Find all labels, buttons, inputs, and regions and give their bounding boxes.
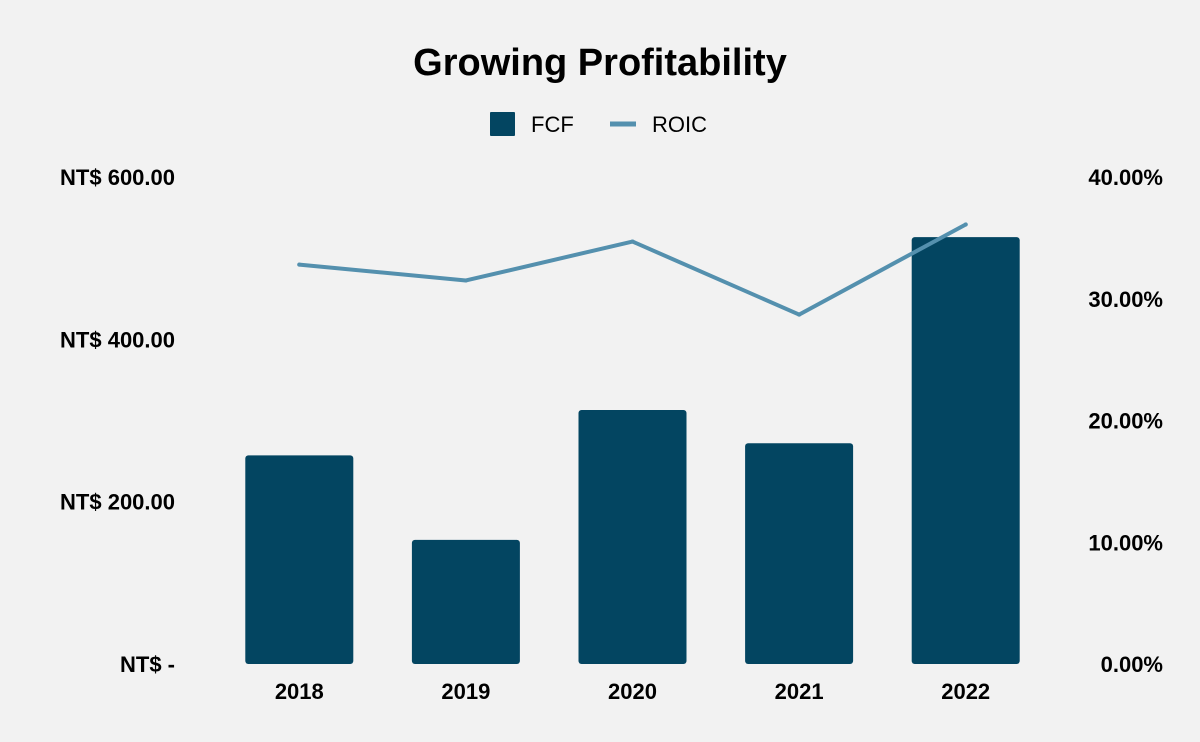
right-tick-label: 40.00% [1088,165,1163,190]
right-tick-label: 0.00% [1101,652,1163,677]
x-tick-label: 2019 [441,679,490,704]
line-series-roic [297,222,968,317]
left-tick-label: NT$ - [120,652,175,677]
point-roic-2018 [297,262,302,267]
point-roic-2022 [963,222,968,227]
left-tick-label: NT$ 200.00 [60,490,175,515]
bar-fcf-2019 [411,539,520,664]
x-tick-label: 2020 [608,679,657,704]
bar-series-fcf [245,237,1020,664]
right-tick-label: 20.00% [1088,409,1163,434]
left-tick-label: NT$ 600.00 [60,165,175,190]
bar-fcf-2021 [745,443,854,664]
bar-fcf-2020 [578,409,687,664]
legend-label-fcf: FCF [531,112,574,137]
x-axis: 2018 2019 2020 2021 2022 [275,679,990,704]
right-tick-label: 30.00% [1088,287,1163,312]
point-roic-2020 [630,239,635,244]
left-tick-label: NT$ 400.00 [60,327,175,352]
line-roic [297,222,968,317]
bar-fcf-2022 [911,237,1020,664]
right-tick-label: 10.00% [1088,530,1163,555]
x-tick-label: 2022 [941,679,990,704]
x-tick-label: 2021 [775,679,824,704]
left-axis: NT$ - NT$ 200.00 NT$ 400.00 NT$ 600.00 [60,165,175,677]
right-axis: 0.00% 10.00% 20.00% 30.00% 40.00% [1088,165,1163,677]
legend-swatch-fcf [490,112,515,136]
chart-title: Growing Profitability [413,42,787,84]
legend-label-roic: ROIC [652,112,707,137]
legend: FCF ROIC [490,112,707,137]
bar-fcf-2018 [245,455,354,664]
point-roic-2021 [797,312,802,317]
x-tick-label: 2018 [275,679,324,704]
point-roic-2019 [463,278,468,283]
